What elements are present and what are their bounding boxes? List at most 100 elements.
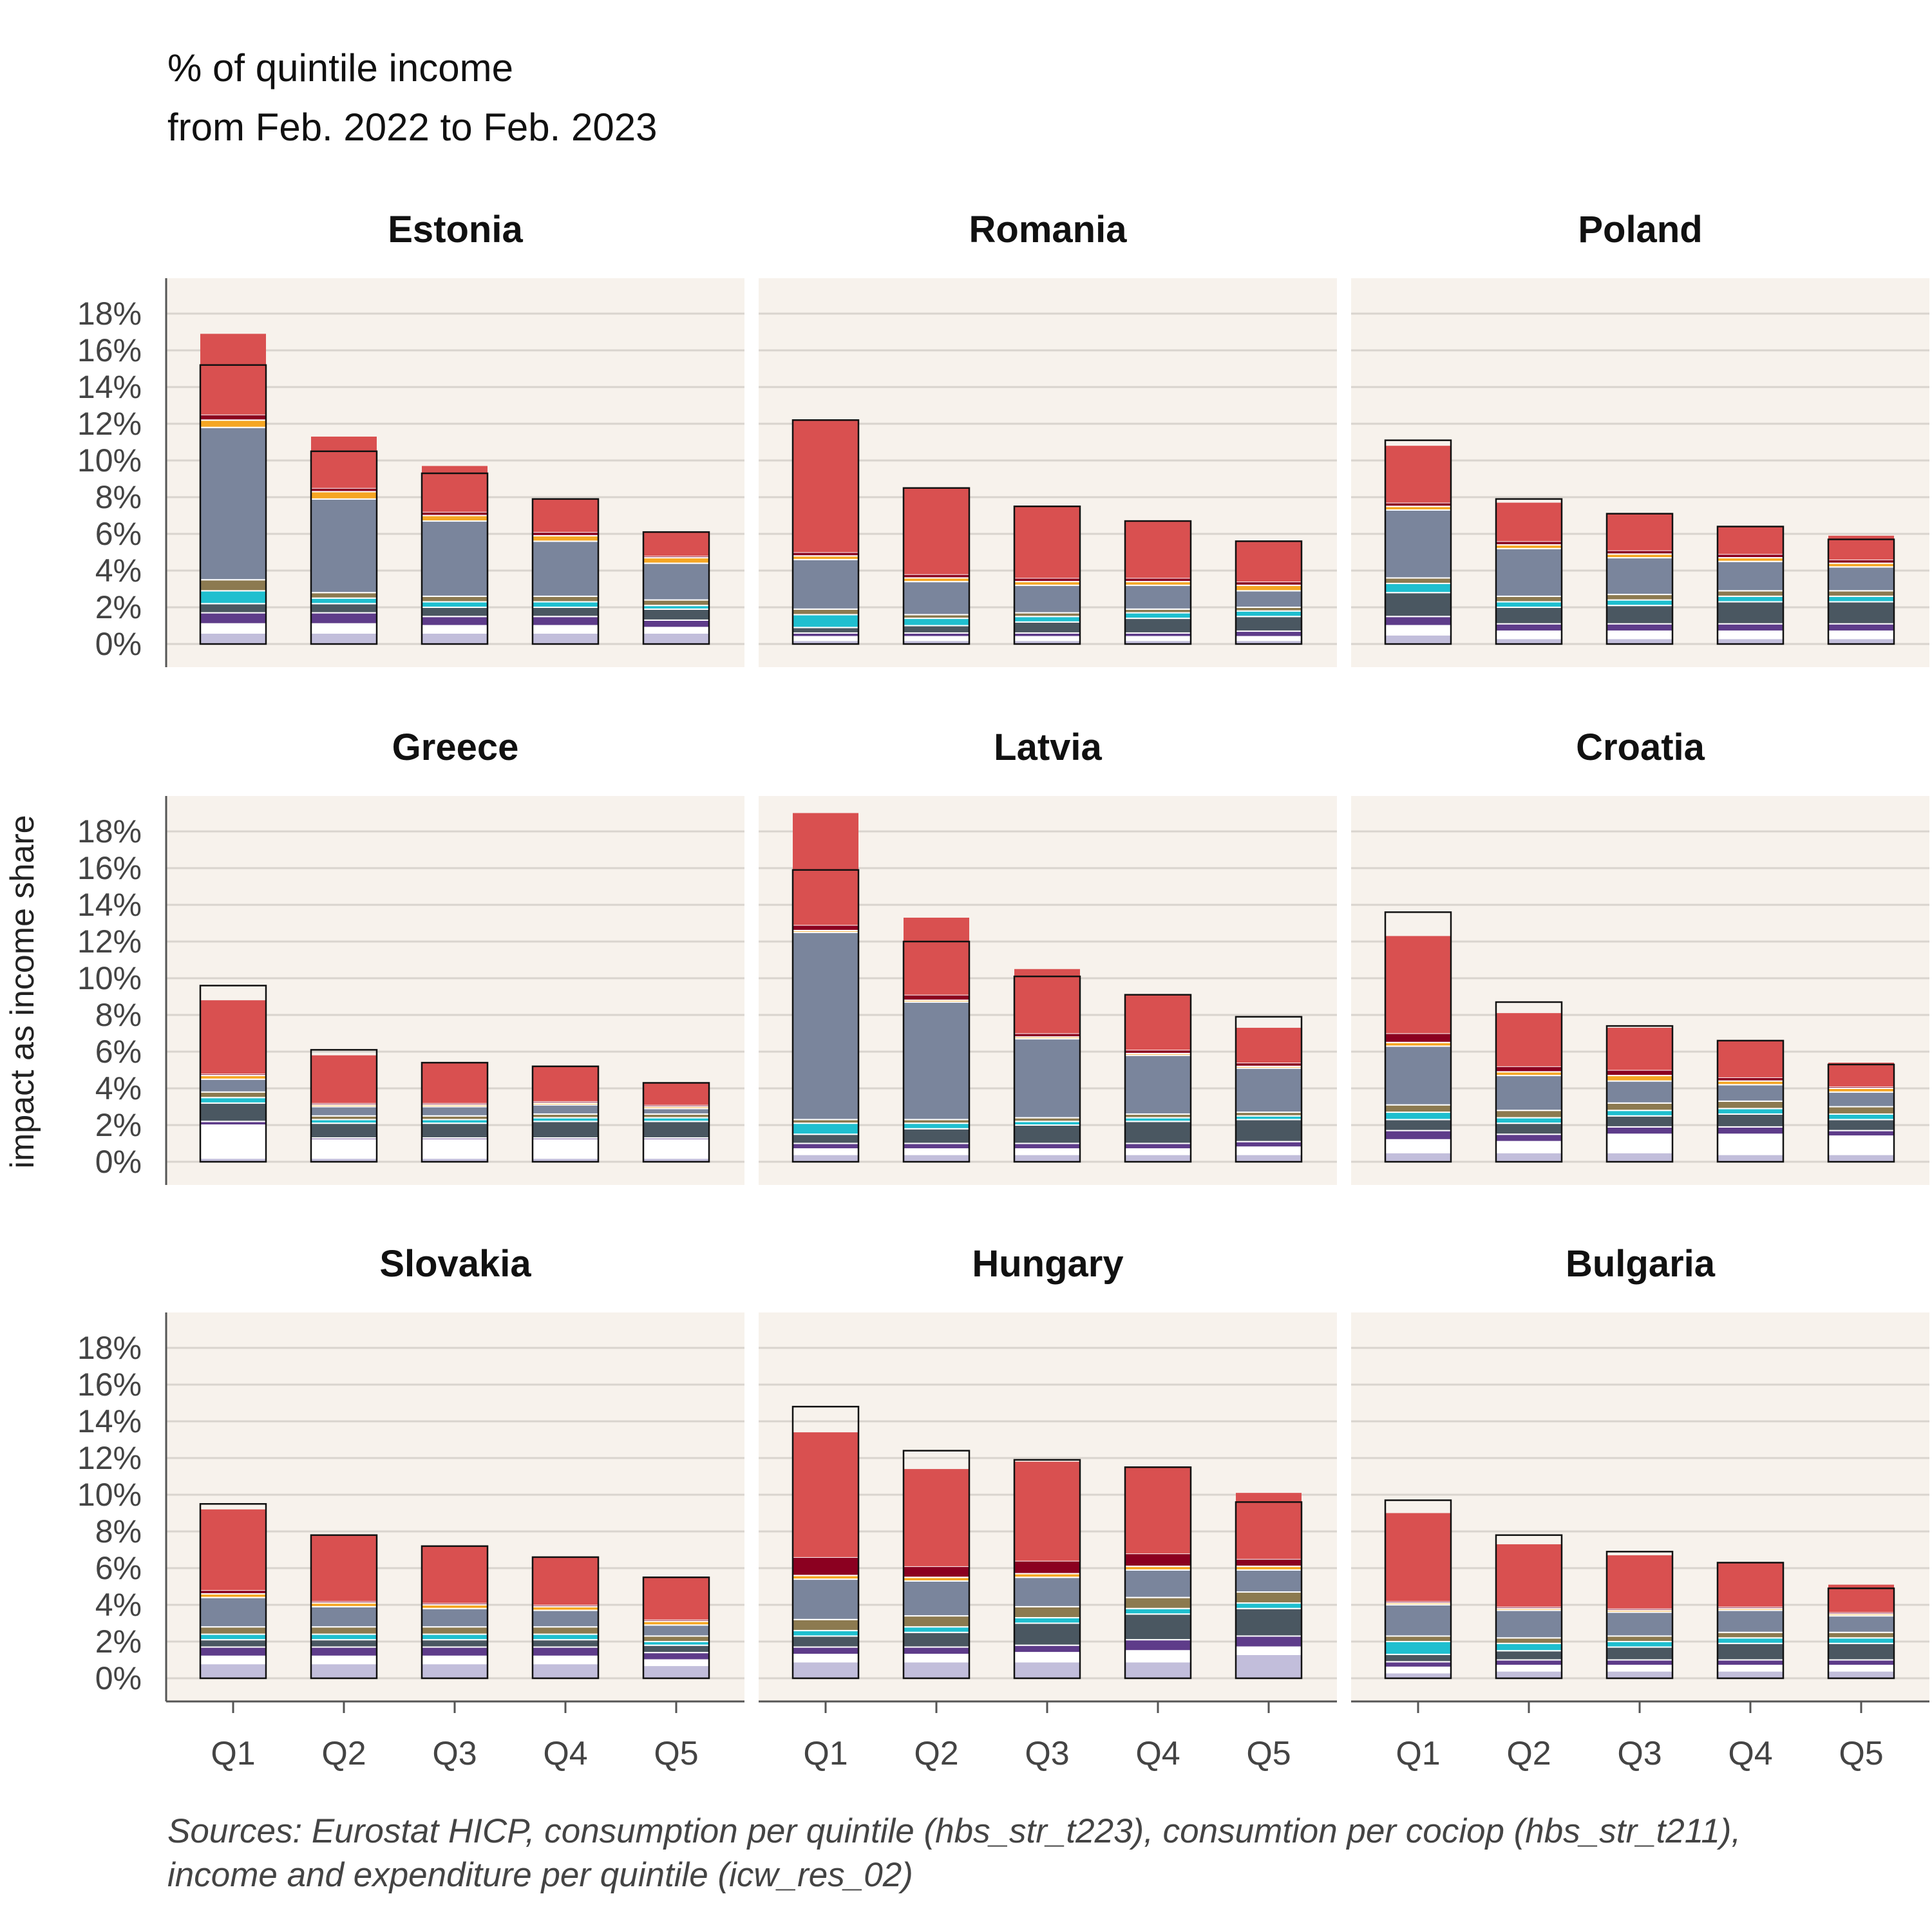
- bar-segment-dark_red: [1606, 549, 1673, 555]
- bar-segment-dark_slate: [903, 625, 970, 634]
- bar-segment-red: [1125, 1467, 1191, 1554]
- bar-segment-khaki: [643, 599, 710, 607]
- bar-segment-dark_red: [1014, 577, 1081, 583]
- bar-segment-dark_red: [1385, 1600, 1452, 1604]
- bar-total-outline: [531, 1556, 600, 1680]
- bar-segment-red: [904, 917, 969, 995]
- bar-segment-teal: [792, 1122, 859, 1135]
- bar-segment-teal: [310, 597, 377, 605]
- bar-segment-white: [643, 1659, 710, 1667]
- bar-segment-white: [792, 1653, 859, 1663]
- bar-segment-dark_slate: [643, 608, 710, 621]
- bar-total-outline: [791, 869, 860, 1163]
- bar-segment-teal: [1606, 599, 1673, 607]
- bar-segment-dark_slate: [1717, 1642, 1784, 1661]
- bar-total-outline: [1124, 1466, 1192, 1680]
- bar-segment-white: [532, 625, 599, 634]
- bar-segment-khaki: [792, 1618, 859, 1631]
- bar-segment-purple: [200, 1646, 267, 1657]
- bar-segment-slate_blue: [1014, 1577, 1081, 1607]
- bar-total-outline: [642, 1577, 710, 1680]
- bar-segment-dark_red: [903, 1566, 970, 1578]
- bar-segment-dark_slate: [200, 1102, 267, 1122]
- bar-segment-slate_blue: [643, 1108, 710, 1115]
- y-tick-label: 12%: [77, 923, 142, 960]
- bar-total-outline: [421, 1545, 489, 1680]
- bar-segment-dark_slate: [903, 1631, 970, 1648]
- bar-segment-white: [1495, 1141, 1562, 1153]
- bar-segment-dark_slate: [1828, 1642, 1895, 1661]
- bar-segment-white: [1828, 630, 1895, 639]
- bar-segment-white: [643, 627, 710, 634]
- bar-segment-red: [1607, 513, 1672, 551]
- bar-segment-white: [1717, 630, 1784, 639]
- bar-segment-purple: [1828, 1659, 1895, 1667]
- bar-segment-orange: [1606, 1075, 1673, 1082]
- bar-total-outline: [1716, 1562, 1785, 1680]
- bar-segment-dark_slate: [1124, 1121, 1191, 1144]
- chart-subtitle: from Feb. 2022 to Feb. 2023: [167, 106, 658, 149]
- bar-segment-slate_blue: [1235, 1067, 1302, 1113]
- bar-total-outline: [1605, 1551, 1674, 1680]
- bar-segment-slate_blue: [532, 1609, 599, 1628]
- bar-segment-khaki: [200, 1091, 267, 1099]
- bar-segment-dark_slate: [310, 603, 377, 614]
- bar-segment-slate_blue: [1606, 1080, 1673, 1104]
- bar-segment-white: [1385, 625, 1452, 636]
- bar-segment-slate_blue: [1828, 1615, 1895, 1633]
- bar-segment-dark_slate: [643, 1121, 710, 1139]
- bar-segment-teal: [1828, 595, 1895, 603]
- bar-segment-purple: [1606, 1659, 1673, 1667]
- bar-segment-dark_slate: [1385, 592, 1452, 618]
- bar-segment-dark_slate: [532, 1121, 599, 1139]
- bar-segment-slate_blue: [903, 1580, 970, 1617]
- bar-segment-dark_red: [532, 1604, 599, 1607]
- bar-segment-slate_blue: [643, 1624, 710, 1637]
- bar-segment-light_lavender: [1124, 1661, 1191, 1680]
- bar-segment-dark_red: [421, 511, 488, 516]
- bar-segment-slate_blue: [903, 581, 970, 616]
- bar-segment-white: [200, 1655, 267, 1665]
- bar-segment-purple: [643, 619, 710, 629]
- bar-segment-slate_blue: [1124, 584, 1191, 610]
- bar-segment-dark_red: [1495, 1065, 1562, 1073]
- x-tick-label: Q3: [1025, 1735, 1069, 1772]
- bar-segment-red: [793, 1432, 858, 1557]
- y-tick-label: 12%: [77, 406, 142, 442]
- bar-segment-red: [1236, 541, 1302, 582]
- bar-segment-purple: [1235, 1141, 1302, 1148]
- bar-segment-white: [1717, 1133, 1784, 1155]
- bar-segment-khaki: [1235, 1591, 1302, 1604]
- y-tick-label: 14%: [77, 1403, 142, 1439]
- bar-segment-khaki: [1385, 577, 1452, 584]
- bar-segment-purple: [1606, 1126, 1673, 1135]
- y-tick-label: 10%: [77, 960, 142, 996]
- bar-total-outline: [1827, 1063, 1895, 1163]
- bar-total-outline: [902, 940, 971, 1163]
- bar-segment-purple: [792, 1142, 859, 1150]
- bar-segment-teal: [1385, 1641, 1452, 1655]
- bar-segment-slate_blue: [1717, 560, 1784, 592]
- bar-segment-dark_slate: [200, 603, 267, 614]
- bar-segment-red: [1125, 521, 1191, 578]
- bar-segment-dark_slate: [1717, 601, 1784, 625]
- bar-segment-red: [311, 1055, 377, 1103]
- bar-segment-light_lavender: [1717, 638, 1784, 645]
- bar-segment-red: [533, 498, 598, 533]
- panel-title-estonia: Estonia: [388, 209, 523, 251]
- bar-segment-purple: [1014, 1644, 1081, 1654]
- bar-segment-slate_blue: [1235, 1569, 1302, 1593]
- bar-total-outline: [421, 1061, 489, 1163]
- bar-segment-khaki: [1385, 1635, 1452, 1642]
- x-tick-label: Q4: [1728, 1735, 1772, 1772]
- bar-segment-dark_red: [1385, 502, 1452, 507]
- bar-segment-purple: [421, 1646, 488, 1657]
- bar-segment-light_lavender: [1828, 1670, 1895, 1680]
- bar-segment-light_lavender: [1124, 1153, 1191, 1162]
- y-tick-label: 2%: [95, 1107, 142, 1143]
- bar-segment-teal: [792, 1629, 859, 1637]
- bar-segment-slate_blue: [532, 540, 599, 597]
- bar-segment-dark_red: [1495, 540, 1562, 546]
- y-tick-label: 16%: [77, 332, 142, 368]
- bar-segment-orange: [200, 419, 267, 428]
